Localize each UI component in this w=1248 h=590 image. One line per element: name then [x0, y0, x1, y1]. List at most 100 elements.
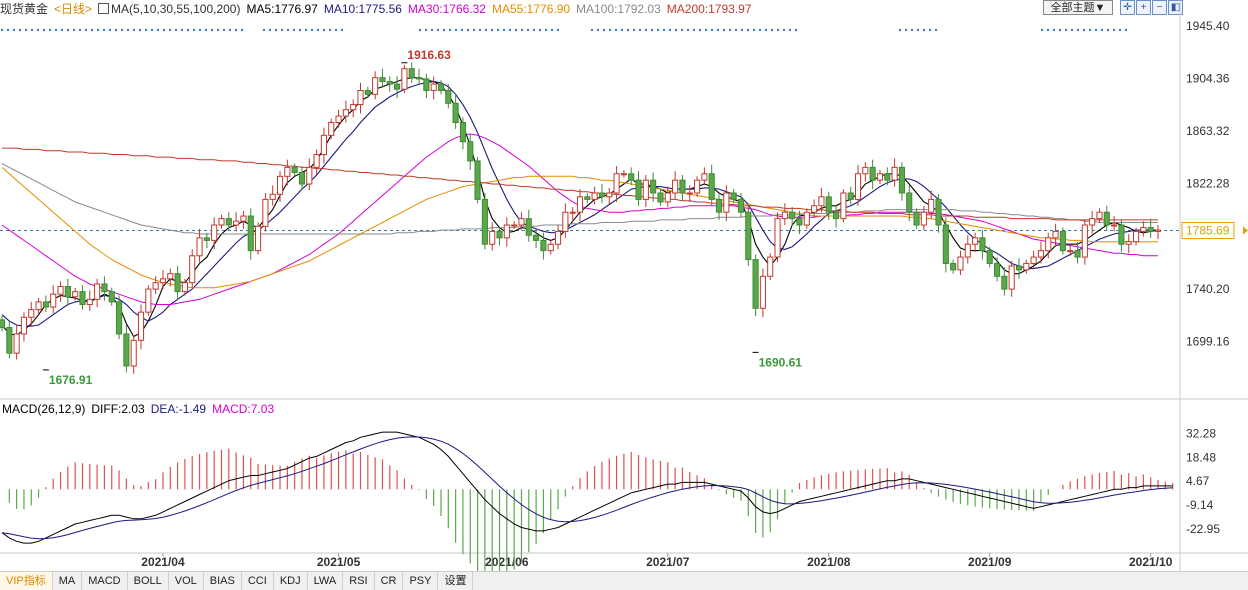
current-price-marker [1243, 226, 1248, 235]
candle-body [650, 179, 657, 194]
tab-lwa[interactable]: LWA [308, 572, 344, 590]
x-tick-label: 2021/04 [141, 555, 185, 569]
candle-body [540, 239, 547, 252]
candle-body [116, 301, 123, 335]
tab-psy[interactable]: PSY [403, 572, 439, 590]
extreme-price-label: 1916.63 [407, 48, 451, 62]
candle-body [1074, 250, 1081, 258]
candle-body [64, 286, 71, 298]
candle-body [715, 198, 723, 213]
candle-body [181, 282, 188, 293]
tab-cr[interactable]: CR [375, 572, 404, 590]
candle-body [884, 173, 891, 181]
x-tick-label: 2021/10 [1129, 555, 1173, 569]
candle-body [1008, 265, 1015, 290]
candle-body [328, 122, 335, 136]
gold-daily-chart[interactable]: 1945.40 1904.36 1863.32 1822.28 1785.69 1740.… [0, 0, 1248, 571]
candle-body [79, 291, 86, 305]
candle-body [730, 192, 737, 200]
candle-body [672, 179, 679, 194]
candle-body [1030, 256, 1037, 264]
candle-body [350, 104, 357, 111]
x-tick-label: 2021/08 [807, 555, 851, 569]
candle-body [240, 215, 247, 222]
candle-body [1140, 227, 1147, 232]
candle-body [298, 171, 306, 185]
ma-line-ma100 [1, 163, 1158, 235]
candle-body [840, 192, 847, 220]
candle-body [694, 179, 701, 194]
candle-body [950, 262, 957, 271]
candle-body [101, 283, 108, 293]
candle-body [935, 198, 942, 226]
candle-body [218, 218, 225, 226]
candle-body [364, 89, 371, 95]
candle-body [255, 225, 262, 252]
candle-body [35, 301, 42, 311]
period-selector[interactable]: <日线> [54, 2, 93, 16]
candle-body [628, 173, 635, 181]
candle-body [196, 237, 203, 257]
candle-body [993, 262, 1001, 277]
tab-boll[interactable]: BOLL [128, 572, 169, 590]
all-themes-button[interactable]: 全部主题▼ [1043, 0, 1113, 15]
x-tick-label: 2021/09 [968, 555, 1012, 569]
candle-body [576, 196, 584, 213]
candle-body [598, 192, 606, 198]
tab-kdj[interactable]: KDJ [274, 572, 308, 590]
tab-cci[interactable]: CCI [242, 572, 274, 590]
candle-body [123, 333, 130, 367]
candle-body [320, 134, 327, 156]
candle-body [108, 291, 115, 303]
candle-body [1125, 241, 1132, 245]
candle-body [1052, 230, 1059, 239]
settings-icon[interactable]: ◧ [1168, 0, 1183, 15]
current-price-box [1181, 222, 1235, 240]
candle-body [1067, 250, 1074, 253]
tab-macd[interactable]: MACD [82, 572, 128, 590]
candle-body [664, 192, 671, 203]
ma10-value: MA10:1775.56 [323, 2, 402, 16]
tab-vip[interactable]: VIP指标 [0, 572, 53, 590]
candle-body [86, 298, 93, 305]
candle-body [306, 166, 313, 185]
candle-body [503, 224, 510, 239]
crosshair-icon[interactable]: ✛ [1120, 0, 1135, 15]
candle-body [379, 77, 386, 83]
candle-body [891, 166, 898, 181]
x-tick-label: 2021/05 [317, 555, 361, 569]
candle-body [759, 275, 766, 309]
candle-body [613, 173, 620, 194]
price-tick-label: 1945.40 [1186, 19, 1230, 33]
candle-body [423, 78, 430, 91]
candle-body [489, 230, 496, 245]
candle-body [372, 77, 379, 95]
candle-body [928, 198, 935, 213]
candle-body [533, 234, 540, 241]
candle-body [401, 68, 408, 90]
macd-histogram [8, 448, 1174, 571]
macd-tick-label: 18.48 [1186, 450, 1216, 464]
candle-body [357, 89, 364, 106]
candle-body [130, 339, 137, 367]
candle-body [898, 166, 905, 194]
tab-rsi[interactable]: RSI [343, 572, 375, 590]
candle-body [591, 192, 598, 200]
candle-body [167, 273, 174, 280]
zoom-in-icon[interactable]: + [1136, 0, 1151, 15]
tab-vol[interactable]: VOL [169, 572, 204, 590]
tab-ma[interactable]: MA [53, 572, 83, 590]
tab-settings[interactable]: 设置 [438, 572, 474, 590]
candle-body [408, 68, 415, 79]
candle-body [1132, 230, 1140, 243]
candle-body [972, 237, 979, 245]
macd-tick-label: -9.14 [1186, 498, 1214, 512]
tab-bias[interactable]: BIAS [204, 572, 242, 590]
candle-body [920, 211, 927, 226]
ma-toggle-icon[interactable] [98, 3, 110, 14]
candle-body [262, 198, 269, 227]
candle-body [869, 166, 876, 181]
candle-body [394, 83, 401, 90]
candle-body [57, 286, 64, 295]
zoom-out-icon[interactable]: − [1152, 0, 1167, 15]
